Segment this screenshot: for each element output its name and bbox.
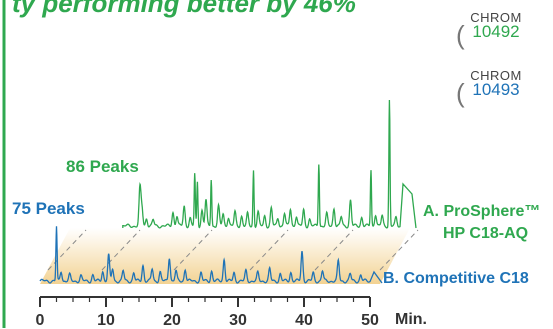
offset-guide-line bbox=[379, 229, 419, 271]
offset-guide-line bbox=[249, 229, 289, 271]
badge-number: 10493 bbox=[472, 80, 520, 99]
x-axis: 0 10 20 30 40 50 bbox=[36, 296, 379, 328]
series-a-label-line2: HP C18-AQ bbox=[443, 225, 529, 242]
series-a-label-line1: A. ProSphere™ bbox=[423, 203, 541, 220]
series-b-label: B. Competitive C18 bbox=[383, 270, 529, 287]
badge-left-paren: ( bbox=[456, 78, 465, 108]
chrom-badge-10492: ( CHROM 10492 bbox=[456, 10, 536, 50]
series-b-peak-count: 75 Peaks bbox=[12, 199, 85, 218]
badge-prefix: CHROM bbox=[470, 68, 522, 83]
series-b-trace bbox=[39, 226, 383, 284]
series-a-trace bbox=[122, 99, 417, 229]
x-tick-label: 0 bbox=[36, 312, 45, 328]
badge-number: 10492 bbox=[472, 22, 520, 41]
offset-guide-line bbox=[47, 229, 87, 271]
x-tick-label: 50 bbox=[361, 312, 379, 328]
x-tick-label: 10 bbox=[97, 312, 115, 328]
badge-left-paren: ( bbox=[456, 20, 465, 50]
badge-prefix: CHROM bbox=[470, 10, 522, 25]
x-axis-unit-label: Min. bbox=[395, 311, 427, 328]
x-tick-label: 40 bbox=[295, 312, 313, 328]
x-tick-label: 30 bbox=[229, 312, 247, 328]
offset-band bbox=[40, 228, 410, 284]
chrom-badge-10493: ( CHROM 10493 bbox=[456, 68, 536, 108]
offset-guide-line bbox=[173, 229, 213, 271]
offset-guide-line bbox=[314, 229, 354, 271]
header-title-fragment: ty performing better by 46% bbox=[12, 0, 356, 18]
x-tick-label: 20 bbox=[163, 312, 181, 328]
series-a-peak-count: 86 Peaks bbox=[66, 157, 139, 176]
